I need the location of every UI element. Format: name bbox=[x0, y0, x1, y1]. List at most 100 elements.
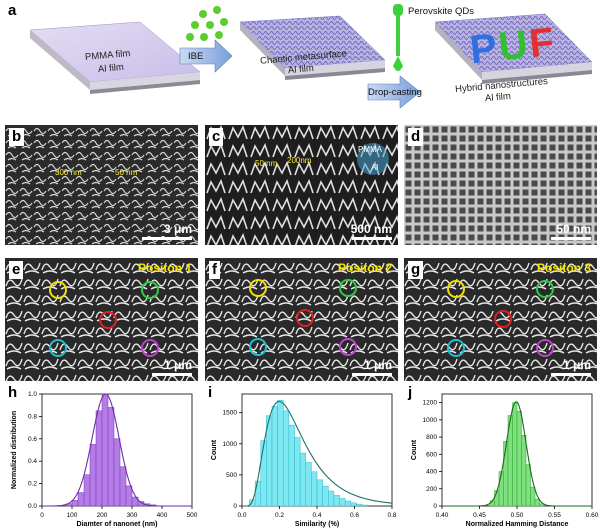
panel-label-f: f bbox=[209, 261, 220, 279]
chart-i-bar bbox=[316, 479, 323, 507]
chart-h-xtick-label: 400 bbox=[157, 512, 168, 519]
chart-j-ytick-label: 400 bbox=[426, 469, 437, 476]
sem-image-f: f Positon 2 1 μm bbox=[205, 258, 398, 381]
chart-i: 0.0 0.2 0.4 0.6 0.8 0 500 1000 1500 Similarity (%… bbox=[211, 393, 397, 528]
chart-j-xtick-label: 0.50 bbox=[511, 512, 524, 519]
chart-h-bar bbox=[71, 500, 79, 507]
chart-i-bar bbox=[271, 406, 278, 507]
sem-texture-e bbox=[5, 258, 198, 381]
chart-h-ytick-label: 0.2 bbox=[28, 481, 37, 488]
chart-j-bar bbox=[525, 464, 531, 507]
chart-i-bar bbox=[322, 485, 329, 507]
scale-bar-c: 500 nm bbox=[351, 222, 392, 240]
chart-i-xlabel: Similarity (%) bbox=[295, 521, 339, 528]
chart-h-bar bbox=[95, 410, 103, 507]
scale-bar-d: 50 nm bbox=[551, 222, 591, 240]
sem-texture-f bbox=[205, 258, 398, 381]
chart-j-bar bbox=[512, 402, 518, 507]
sem-image-b: b 300 nm 50 nm 3 μm bbox=[5, 125, 198, 245]
sem-texture-b bbox=[5, 125, 198, 245]
ibe-label: IBE bbox=[188, 51, 204, 62]
panel-label-a: a bbox=[8, 2, 17, 19]
chart-i-xtick-label: 0.8 bbox=[387, 512, 396, 519]
sem-image-c: c 50 nm 200nm PMMA Al 500 nm bbox=[205, 125, 398, 245]
scale-line-f bbox=[352, 373, 392, 376]
chart-i-fit-curve bbox=[242, 400, 392, 507]
annotation-c-2: 200nm bbox=[287, 156, 312, 165]
chart-j-bar bbox=[530, 486, 536, 507]
chart-j-ylabel: Count bbox=[411, 439, 418, 460]
chart-h-bar bbox=[119, 466, 127, 507]
scale-bar-g: 1 μm bbox=[551, 358, 591, 376]
scale-line-b bbox=[142, 237, 192, 240]
chart-h-bar bbox=[77, 492, 85, 507]
panel-label-g: g bbox=[408, 261, 424, 279]
chart-h-xtick-label: 100 bbox=[67, 512, 78, 519]
chart-j-ytick-label: 800 bbox=[426, 434, 437, 441]
perovskite-label: Perovskite QDs bbox=[408, 6, 474, 17]
sem-texture-d bbox=[404, 125, 597, 245]
drop-casting-label: Drop-casting bbox=[368, 87, 422, 98]
hybrid-slab bbox=[434, 13, 593, 84]
sem-image-g: g Positon 3 1 μm bbox=[404, 258, 597, 381]
chart-i-xtick-label: 0.0 bbox=[237, 512, 246, 519]
scale-text-e: 1 μm bbox=[163, 358, 192, 372]
chart-i-bar bbox=[333, 495, 340, 507]
chart-i-ytick-label: 0 bbox=[233, 503, 237, 510]
chart-i-bar bbox=[254, 480, 261, 507]
pmma-slab bbox=[29, 21, 201, 94]
chart-j-ytick-label: 0 bbox=[433, 503, 437, 510]
annotation-c-4: Al bbox=[371, 163, 379, 172]
chart-i-bar bbox=[356, 503, 363, 507]
panel-label-j: j bbox=[408, 384, 413, 401]
chart-h-ytick-label: 0.4 bbox=[28, 458, 37, 465]
chart-h-bar bbox=[101, 393, 109, 507]
chart-i-ytick-label: 500 bbox=[226, 472, 237, 479]
chart-j-ytick-label: 200 bbox=[426, 486, 437, 493]
chart-h-fit-curve bbox=[42, 393, 192, 507]
chart-h-bar bbox=[83, 474, 91, 507]
panel-label-h: h bbox=[8, 384, 18, 401]
chart-h-xlabel: Diamter of nanonet (nm) bbox=[77, 521, 158, 528]
chart-h-bar bbox=[107, 407, 115, 507]
scale-text-b: 3 μm bbox=[163, 222, 192, 236]
slab3-label-2: Al film bbox=[484, 90, 512, 105]
sem-image-d: d 50 nm bbox=[404, 125, 597, 245]
panel-label-e: e bbox=[9, 261, 24, 279]
chart-i-ylabel: Count bbox=[211, 439, 218, 460]
ibe-arrow bbox=[179, 39, 233, 73]
schematic-a bbox=[29, 4, 593, 109]
chart-h-bar bbox=[89, 444, 97, 507]
chart-h-ytick-label: 0.0 bbox=[28, 503, 37, 510]
chart-j-ytick-label: 600 bbox=[426, 451, 437, 458]
chart-h-ytick-label: 1.0 bbox=[28, 391, 37, 398]
chart-i-bar bbox=[361, 504, 368, 507]
scale-text-g: 1 μm bbox=[562, 358, 591, 372]
puf-letter-f: F bbox=[527, 19, 559, 67]
chart-h-ytick-label: 0.8 bbox=[28, 413, 37, 420]
drop-casting-arrow bbox=[367, 75, 421, 109]
scale-line-g bbox=[551, 373, 591, 376]
chart-i-bar bbox=[311, 471, 318, 507]
annotation-c-3: PMMA bbox=[358, 145, 382, 154]
ion-beam-particles bbox=[186, 6, 228, 41]
metasurface-slab bbox=[239, 15, 386, 80]
sem-texture-c bbox=[205, 125, 398, 245]
scale-bar-f: 1 μm bbox=[352, 358, 392, 376]
chart-h-xtick-label: 200 bbox=[97, 512, 108, 519]
chart-j-ytick-label: 1200 bbox=[423, 400, 438, 407]
chart-i-bar bbox=[299, 452, 306, 507]
scale-text-d: 50 nm bbox=[556, 222, 591, 236]
scale-line-c bbox=[352, 237, 392, 240]
scale-line-d bbox=[551, 237, 591, 240]
chart-j-xtick-label: 0.60 bbox=[586, 512, 599, 519]
chart-h-bar bbox=[125, 485, 133, 507]
scale-line-e bbox=[152, 373, 192, 376]
panel-label-i: i bbox=[208, 384, 213, 401]
chart-j-bar bbox=[516, 410, 522, 507]
chart-i-bar bbox=[305, 462, 312, 507]
chart-i-ytick-label: 1000 bbox=[223, 441, 238, 448]
chart-j: 0.40 0.45 0.50 0.55 0.60 0 200 400 600 800 1000 120… bbox=[411, 393, 599, 528]
chart-h-ytick-label: 0.6 bbox=[28, 436, 37, 443]
chart-h-xtick-label: 300 bbox=[127, 512, 138, 519]
